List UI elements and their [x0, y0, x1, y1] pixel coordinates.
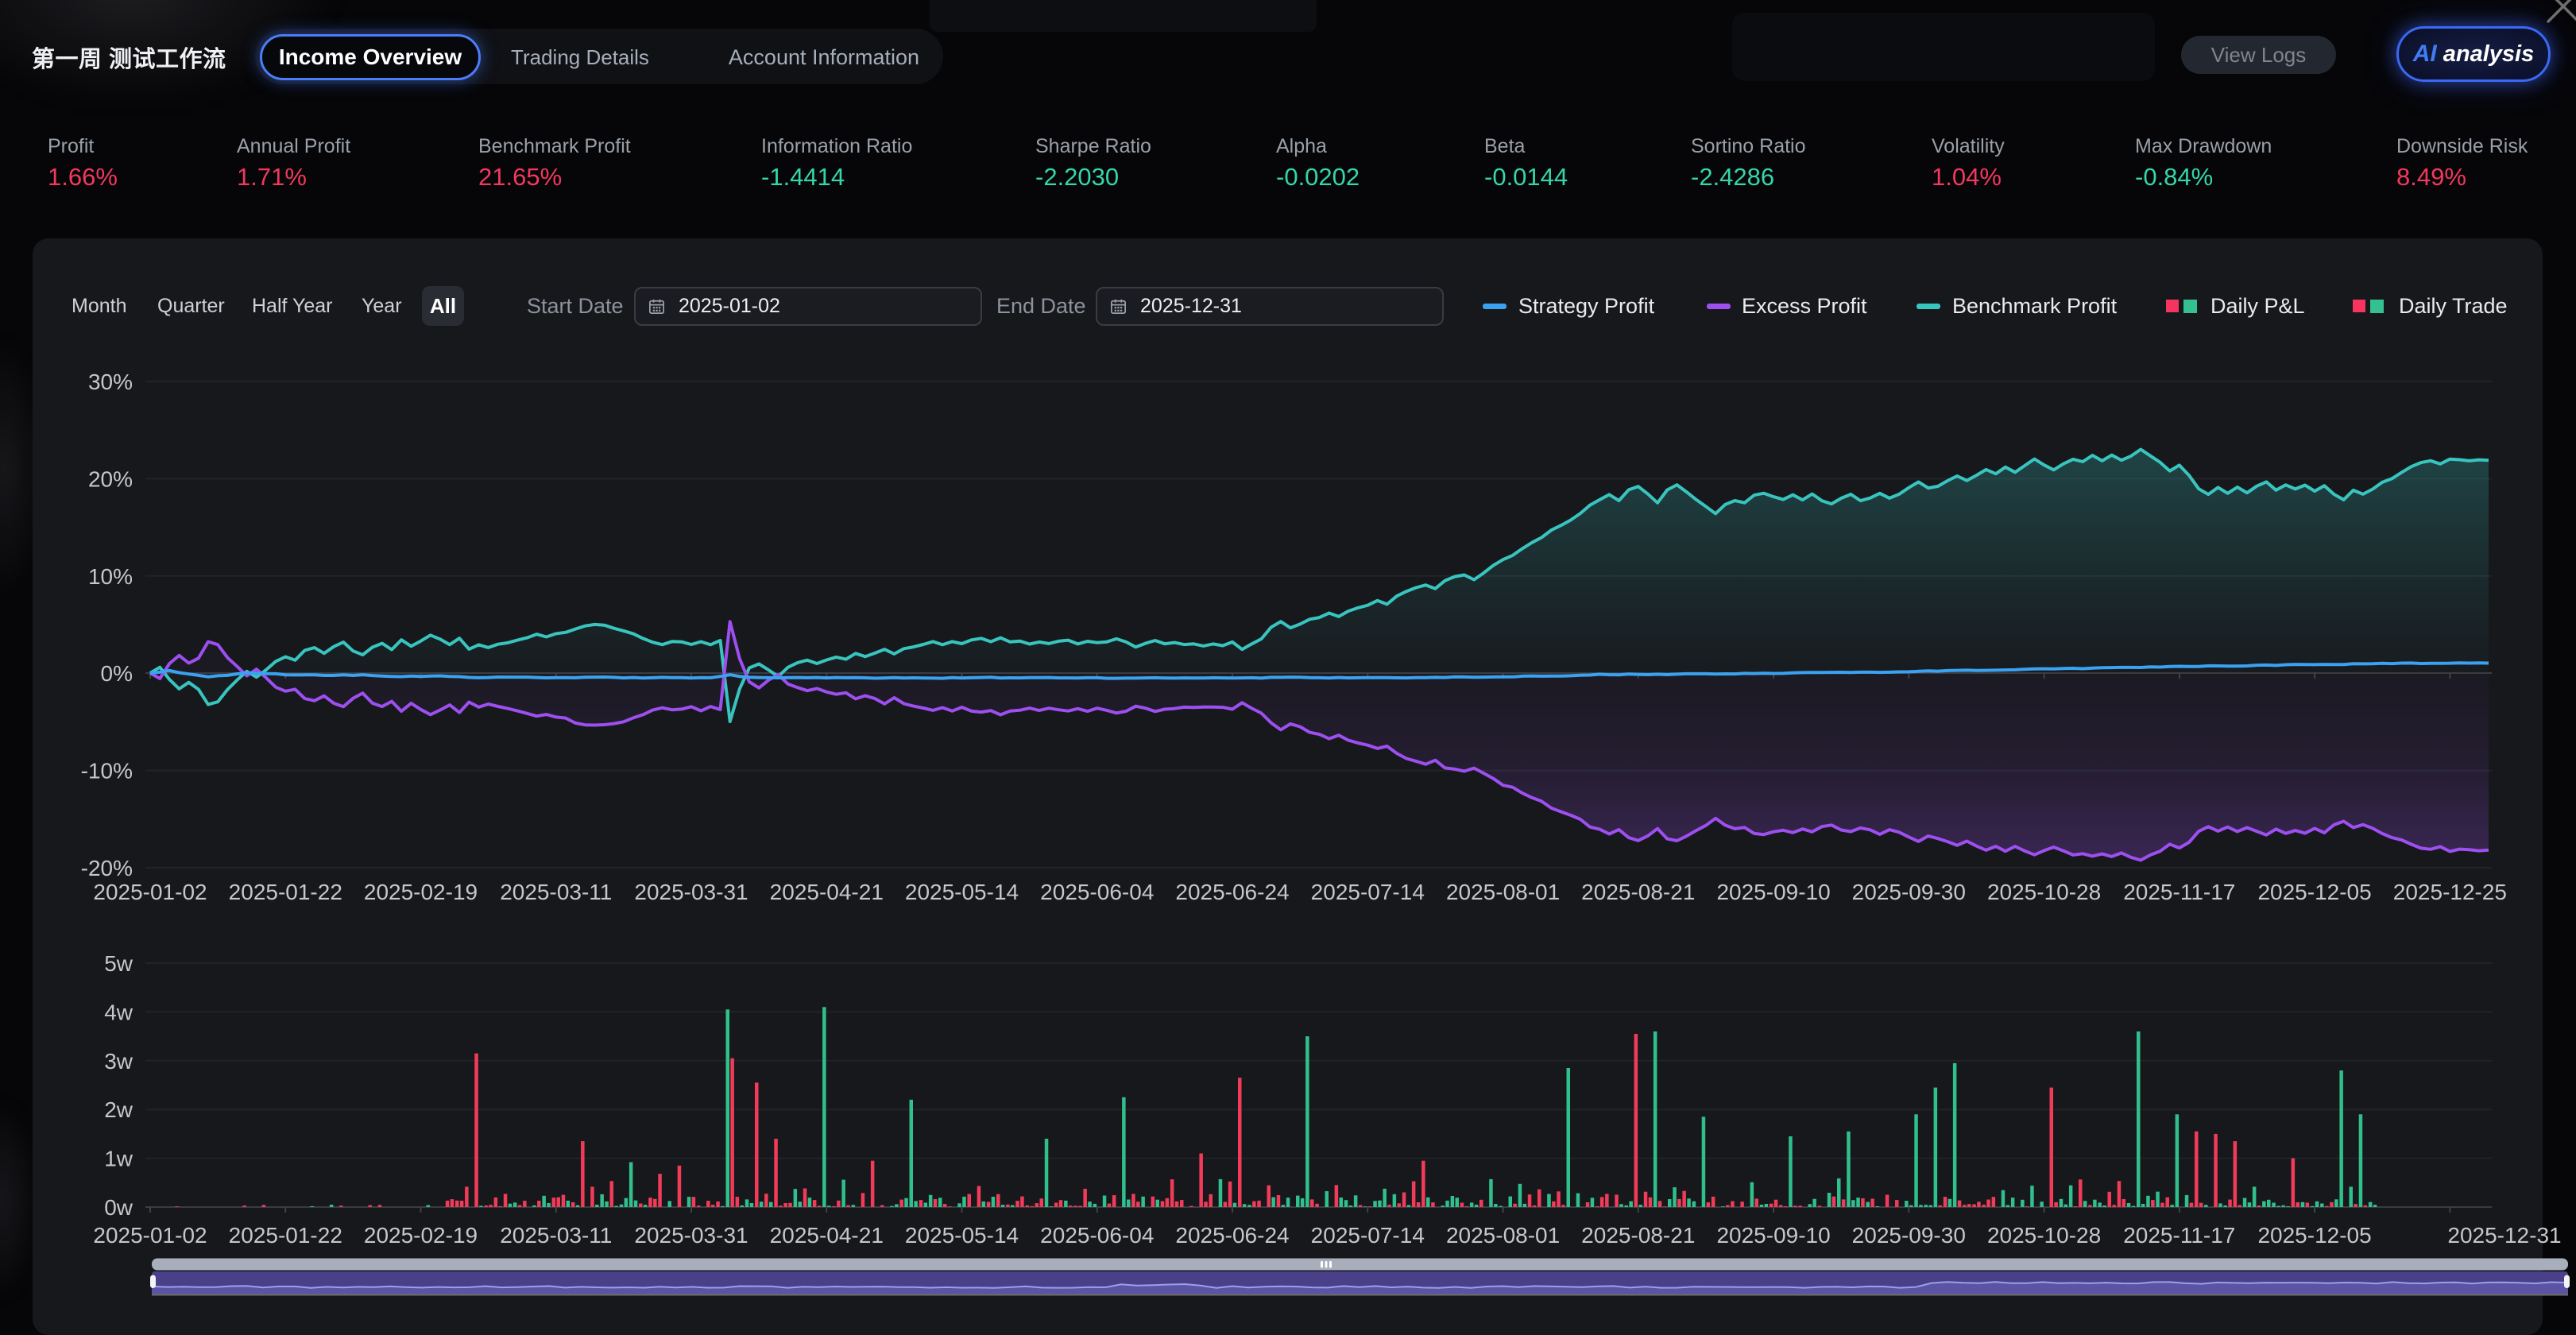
svg-text:30%: 30% — [88, 370, 133, 394]
svg-text:2025-08-21: 2025-08-21 — [1581, 880, 1695, 904]
svg-text:2025-03-11: 2025-03-11 — [500, 880, 612, 904]
svg-text:2025-07-14: 2025-07-14 — [1311, 1223, 1425, 1248]
svg-text:2025-01-22: 2025-01-22 — [229, 880, 342, 904]
svg-text:2025-03-31: 2025-03-31 — [634, 1223, 748, 1248]
svg-text:3w: 3w — [104, 1049, 133, 1074]
svg-text:2025-06-04: 2025-06-04 — [1040, 880, 1154, 904]
svg-text:2025-09-30: 2025-09-30 — [1852, 880, 1966, 904]
svg-text:2025-06-24: 2025-06-24 — [1175, 1223, 1289, 1248]
svg-text:2025-09-30: 2025-09-30 — [1852, 1223, 1966, 1248]
svg-text:2025-12-31: 2025-12-31 — [2447, 1223, 2561, 1248]
svg-text:20%: 20% — [88, 466, 133, 491]
svg-text:2025-10-28: 2025-10-28 — [1987, 880, 2101, 904]
svg-text:2025-09-10: 2025-09-10 — [1716, 1223, 1830, 1248]
svg-text:2025-07-14: 2025-07-14 — [1311, 880, 1425, 904]
svg-text:4w: 4w — [104, 1000, 133, 1024]
svg-text:2025-08-01: 2025-08-01 — [1446, 880, 1560, 904]
svg-text:2025-06-04: 2025-06-04 — [1040, 1223, 1154, 1248]
svg-text:2025-01-02: 2025-01-02 — [93, 1223, 207, 1248]
svg-text:2025-06-24: 2025-06-24 — [1175, 880, 1289, 904]
svg-text:2025-08-01: 2025-08-01 — [1446, 1223, 1560, 1248]
svg-text:2025-03-31: 2025-03-31 — [634, 880, 748, 904]
svg-text:2025-02-19: 2025-02-19 — [364, 880, 478, 904]
svg-text:2025-12-25: 2025-12-25 — [2393, 880, 2507, 904]
svg-text:2025-03-11: 2025-03-11 — [500, 1223, 612, 1248]
svg-text:2025-04-21: 2025-04-21 — [770, 880, 884, 904]
svg-text:2025-05-14: 2025-05-14 — [905, 880, 1019, 904]
svg-text:0w: 0w — [104, 1195, 133, 1220]
svg-text:-20%: -20% — [81, 856, 133, 880]
svg-text:2025-01-02: 2025-01-02 — [93, 880, 207, 904]
svg-text:2025-10-28: 2025-10-28 — [1987, 1223, 2101, 1248]
svg-text:-10%: -10% — [81, 759, 133, 784]
svg-text:2025-11-17: 2025-11-17 — [2123, 1223, 2235, 1248]
svg-text:2025-05-14: 2025-05-14 — [905, 1223, 1019, 1248]
svg-text:10%: 10% — [88, 564, 133, 589]
svg-text:2025-01-22: 2025-01-22 — [229, 1223, 342, 1248]
svg-text:2w: 2w — [104, 1097, 133, 1122]
svg-text:2025-11-17: 2025-11-17 — [2123, 880, 2235, 904]
svg-text:5w: 5w — [104, 951, 133, 976]
svg-text:2025-12-05: 2025-12-05 — [2257, 880, 2371, 904]
svg-text:2025-08-21: 2025-08-21 — [1581, 1223, 1695, 1248]
svg-text:2025-09-10: 2025-09-10 — [1716, 880, 1830, 904]
svg-text:0%: 0% — [101, 661, 133, 686]
svg-text:1w: 1w — [104, 1147, 133, 1171]
svg-text:2025-04-21: 2025-04-21 — [770, 1223, 884, 1248]
svg-text:2025-12-05: 2025-12-05 — [2257, 1223, 2371, 1248]
svg-text:2025-02-19: 2025-02-19 — [364, 1223, 478, 1248]
